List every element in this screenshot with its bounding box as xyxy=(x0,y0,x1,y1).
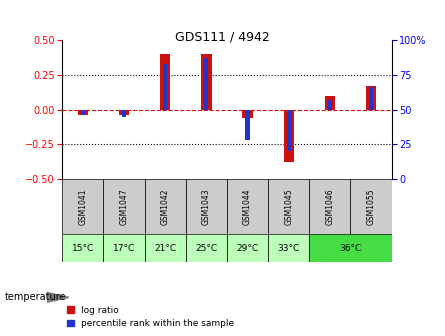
Text: temperature: temperature xyxy=(4,292,66,302)
Text: 29°C: 29°C xyxy=(236,244,259,253)
Text: 25°C: 25°C xyxy=(195,244,218,253)
Bar xyxy=(328,100,332,110)
Text: GSM1042: GSM1042 xyxy=(161,188,170,225)
Bar xyxy=(104,179,145,235)
Bar xyxy=(119,110,129,115)
Bar xyxy=(81,110,85,115)
Bar xyxy=(201,54,211,110)
Text: 21°C: 21°C xyxy=(154,244,176,253)
Bar xyxy=(283,110,294,162)
Text: 15°C: 15°C xyxy=(72,244,94,253)
Bar xyxy=(62,235,104,262)
Bar xyxy=(145,235,186,262)
Bar xyxy=(160,54,170,110)
Bar xyxy=(163,64,167,110)
Bar xyxy=(122,110,126,117)
Bar xyxy=(186,179,227,235)
Bar xyxy=(62,179,104,235)
Bar xyxy=(309,235,392,262)
Bar xyxy=(268,235,309,262)
Bar xyxy=(204,58,208,110)
Bar xyxy=(227,235,268,262)
Text: GSM1046: GSM1046 xyxy=(325,188,334,225)
Bar xyxy=(369,87,373,110)
Text: 17°C: 17°C xyxy=(113,244,135,253)
Bar xyxy=(325,96,335,110)
Bar xyxy=(351,179,392,235)
Bar xyxy=(287,110,291,151)
Bar xyxy=(145,179,186,235)
Text: GSM1041: GSM1041 xyxy=(78,188,87,225)
Bar xyxy=(227,179,268,235)
Polygon shape xyxy=(47,292,69,302)
Bar xyxy=(268,179,309,235)
Text: GDS111 / 4942: GDS111 / 4942 xyxy=(175,30,270,43)
Bar xyxy=(104,235,145,262)
Text: GSM1047: GSM1047 xyxy=(120,188,129,225)
Text: GSM1045: GSM1045 xyxy=(284,188,293,225)
Bar xyxy=(78,110,88,115)
Text: 33°C: 33°C xyxy=(278,244,300,253)
Text: GSM1043: GSM1043 xyxy=(202,188,211,225)
Bar xyxy=(243,110,253,118)
Legend: log ratio, percentile rank within the sample: log ratio, percentile rank within the sa… xyxy=(67,306,235,328)
Text: 36°C: 36°C xyxy=(340,244,362,253)
Bar xyxy=(309,179,351,235)
Text: GSM1044: GSM1044 xyxy=(243,188,252,225)
Bar xyxy=(246,110,250,140)
Bar xyxy=(186,235,227,262)
Text: GSM1055: GSM1055 xyxy=(367,188,376,225)
Bar xyxy=(366,86,376,110)
